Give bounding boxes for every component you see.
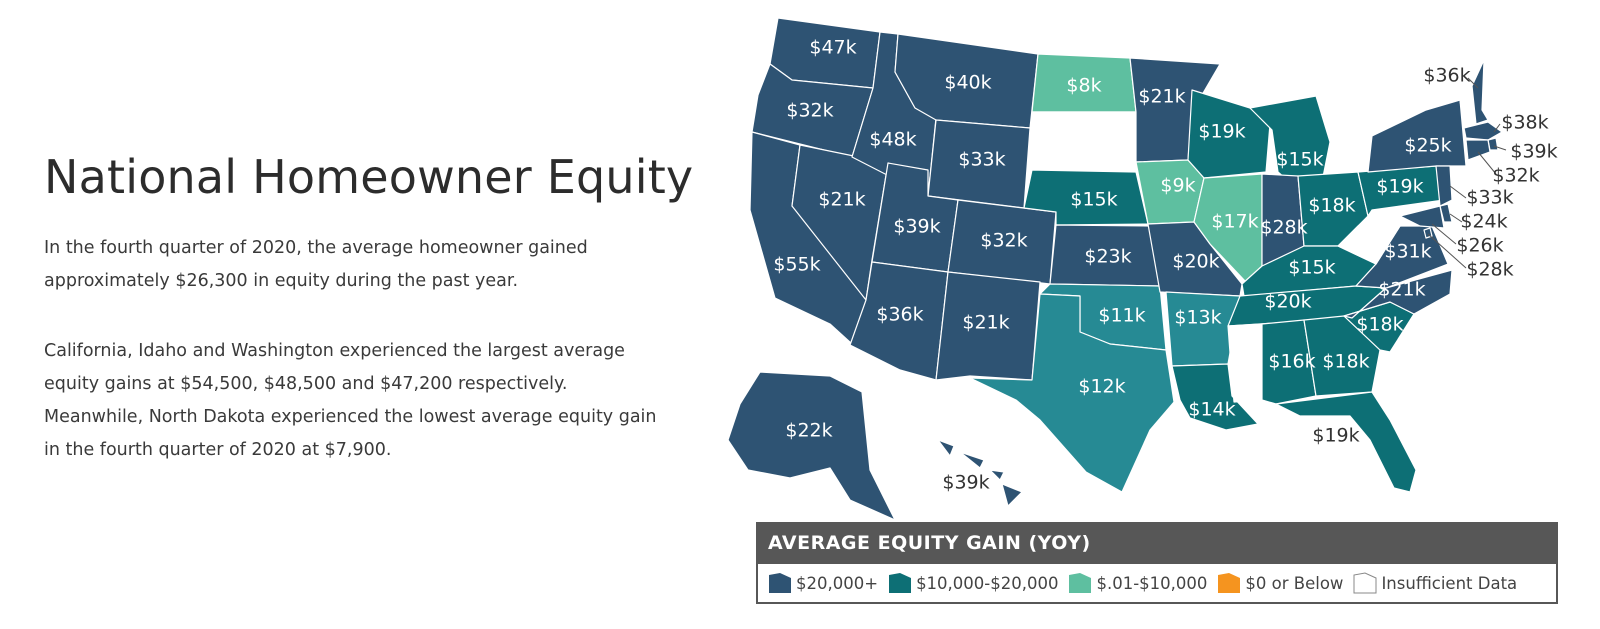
state-label-in: $28k bbox=[1260, 217, 1307, 239]
state-ga bbox=[1303, 315, 1381, 397]
state-label-az: $36k bbox=[876, 304, 923, 326]
state-label-nm: $21k bbox=[962, 312, 1009, 334]
state-label-nc: $21k bbox=[1378, 279, 1425, 301]
state-label-id: $48k bbox=[869, 129, 916, 151]
state-label-ar: $13k bbox=[1174, 307, 1221, 329]
leader-line-ma bbox=[1493, 123, 1501, 133]
map-legend: AVERAGE EQUITY GAIN (YOY) $20,000+ $10,0… bbox=[756, 522, 1558, 608]
legend-swatch-low-icon bbox=[1069, 573, 1092, 593]
state-label-hi: $39k bbox=[942, 472, 989, 494]
leader-line-nj bbox=[1449, 185, 1467, 199]
legend-item-low: $.01-$10,000 bbox=[1068, 572, 1207, 594]
leader-line-de bbox=[1449, 213, 1463, 223]
state-label-nd: $8k bbox=[1066, 75, 1101, 97]
state-label-nh: $36k bbox=[1423, 65, 1470, 87]
state-shapes bbox=[727, 17, 1531, 521]
state-label-sc: $18k bbox=[1356, 314, 1403, 336]
state-ma bbox=[1463, 121, 1503, 141]
leader-line-ct bbox=[1477, 151, 1497, 175]
state-label-md: $26k bbox=[1456, 235, 1503, 257]
state-fl bbox=[1275, 391, 1417, 493]
state-label-ri: $39k bbox=[1510, 141, 1557, 163]
legend-label-insufficient: Insufficient Data bbox=[1381, 573, 1518, 593]
state-sd bbox=[1031, 111, 1137, 173]
state-label-ut: $39k bbox=[893, 216, 940, 238]
state-label-nj: $33k bbox=[1466, 187, 1513, 209]
state-nj bbox=[1435, 165, 1453, 207]
state-label-ok: $11k bbox=[1098, 305, 1145, 327]
legend-label-low: $.01-$10,000 bbox=[1096, 573, 1208, 593]
state-label-ca: $55k bbox=[773, 254, 820, 276]
state-label-il: $17k bbox=[1211, 211, 1258, 233]
label-leader-lines bbox=[1427, 77, 1507, 269]
state-label-ak: $22k bbox=[785, 420, 832, 442]
state-ak bbox=[727, 371, 896, 521]
leader-line-md bbox=[1431, 223, 1457, 245]
legend-swatch-negative-icon bbox=[1218, 573, 1241, 593]
state-label-fl: $19k bbox=[1312, 425, 1359, 447]
state-label-tn: $20k bbox=[1264, 291, 1311, 313]
state-label-wa: $47k bbox=[809, 37, 856, 59]
detail-paragraph: California, Idaho and Washington experie… bbox=[44, 341, 657, 460]
state-label-co: $32k bbox=[980, 230, 1027, 252]
state-label-la: $14k bbox=[1188, 399, 1235, 421]
state-tx bbox=[969, 293, 1175, 493]
state-ms bbox=[1227, 323, 1263, 403]
state-label-de: $24k bbox=[1460, 211, 1507, 233]
legend-label-negative: $0 or Below bbox=[1245, 573, 1344, 593]
state-label-tx: $12k bbox=[1078, 376, 1125, 398]
state-label-ga: $18k bbox=[1322, 351, 1369, 373]
legend-swatch-high-icon bbox=[769, 573, 791, 593]
leader-line-nh bbox=[1467, 77, 1479, 89]
page-title: National Homeowner Equity bbox=[44, 150, 694, 204]
leader-line-dc bbox=[1427, 233, 1467, 269]
legend-item-negative: $0 or Below bbox=[1217, 572, 1343, 594]
state-label-or: $32k bbox=[786, 100, 833, 122]
state-la bbox=[1171, 363, 1259, 431]
state-al bbox=[1261, 319, 1317, 405]
state-label-ny: $25k bbox=[1404, 135, 1451, 157]
state-label-dc: $28k bbox=[1466, 259, 1513, 281]
state-label-ct: $32k bbox=[1492, 165, 1539, 187]
state-label-nv: $21k bbox=[818, 189, 865, 211]
state-label-va: $31k bbox=[1384, 241, 1431, 263]
state-label-wy: $33k bbox=[958, 149, 1005, 171]
legend-item-mid: $10,000-$20,000 bbox=[888, 572, 1058, 594]
state-label-ks: $23k bbox=[1084, 246, 1131, 268]
state-label-ne: $15k bbox=[1070, 189, 1117, 211]
state-me bbox=[1481, 41, 1531, 121]
state-label-mn: $21k bbox=[1138, 86, 1185, 108]
legend-label-high: $20,000+ bbox=[796, 573, 879, 593]
state-md bbox=[1399, 205, 1445, 229]
state-label-mo: $20k bbox=[1172, 251, 1219, 273]
state-value-labels: $47k $32k $55k $21k $48k $40k $33k $39k $36k $32k… bbox=[773, 37, 1557, 494]
state-ct bbox=[1465, 139, 1491, 161]
state-label-mi: $15k bbox=[1276, 149, 1323, 171]
state-wv bbox=[1337, 213, 1401, 265]
state-label-ia: $9k bbox=[1160, 175, 1195, 197]
state-label-wi: $19k bbox=[1198, 121, 1245, 143]
state-ny bbox=[1367, 99, 1467, 173]
state-nc bbox=[1343, 269, 1453, 319]
state-label-oh: $18k bbox=[1308, 195, 1355, 217]
legend-swatch-insufficient-icon bbox=[1353, 572, 1377, 594]
legend-label-mid: $10,000-$20,000 bbox=[916, 573, 1059, 593]
state-de bbox=[1439, 203, 1453, 223]
legend-item-high: $20,000+ bbox=[768, 572, 878, 594]
leader-line-ri bbox=[1493, 145, 1507, 151]
state-label-al: $16k bbox=[1268, 351, 1315, 373]
legend-item-insufficient: Insufficient Data bbox=[1353, 572, 1517, 594]
state-label-mt: $40k bbox=[944, 72, 991, 94]
state-label-pa: $19k bbox=[1376, 176, 1423, 198]
state-nm bbox=[935, 271, 1041, 381]
legend-swatch-mid-icon bbox=[889, 573, 912, 593]
state-nh bbox=[1471, 59, 1489, 125]
intro-paragraph: In the fourth quarter of 2020, the avera… bbox=[44, 238, 588, 291]
state-label-ky: $15k bbox=[1288, 257, 1335, 279]
state-label-ma: $38k bbox=[1501, 112, 1548, 134]
state-hi bbox=[937, 439, 1023, 507]
legend-items: $20,000+ $10,000-$20,000 $.01-$10,000 $0… bbox=[756, 564, 1558, 604]
legend-title: AVERAGE EQUITY GAIN (YOY) bbox=[756, 522, 1558, 564]
